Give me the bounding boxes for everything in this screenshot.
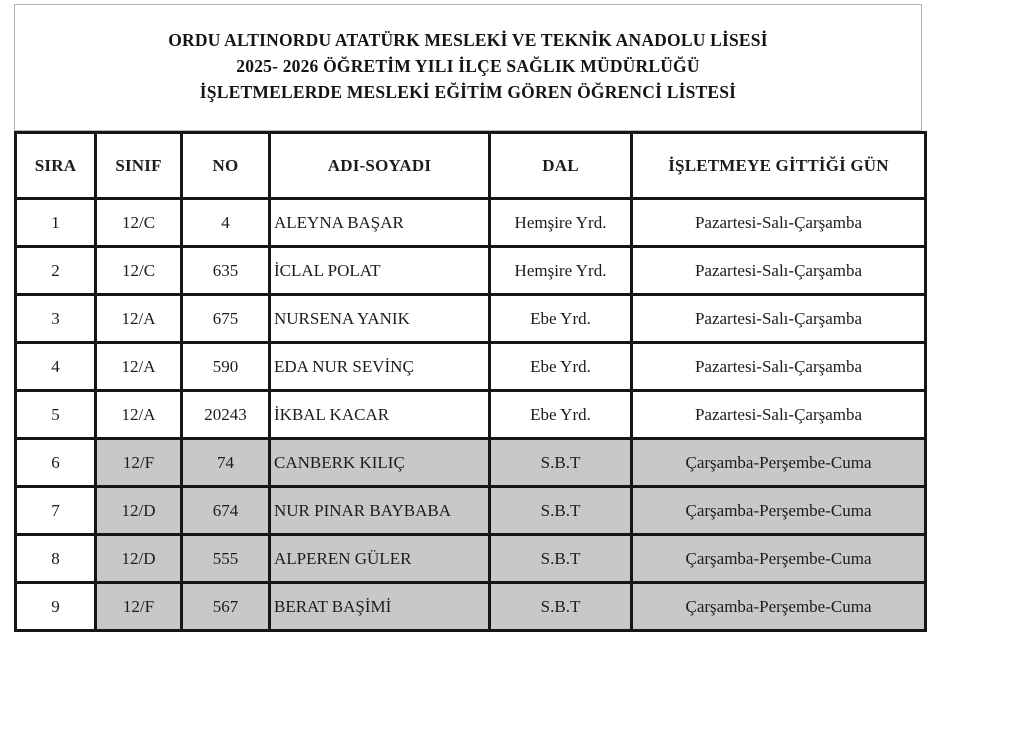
cell-days: Çarşamba-Perşembe-Cuma (630, 485, 927, 536)
cell-sinif: 12/F (94, 437, 183, 488)
table-row: 6 12/F 74 CANBERK KILIÇ S.B.T Çarşamba-Perşem… (14, 437, 927, 488)
cell-name: NURSENA YANIK (268, 293, 491, 344)
title-line-1: ORDU ALTINORDU ATATÜRK MESLEKİ VE TEKNİK… (168, 30, 768, 50)
column-header-sira: SIRA (14, 131, 97, 200)
cell-no: 635 (180, 245, 271, 296)
cell-no: 567 (180, 581, 271, 632)
cell-dal: Ebe Yrd. (488, 389, 633, 440)
title-line-3: İŞLETMELERDE MESLEKİ EĞİTİM GÖREN ÖĞRENC… (199, 82, 737, 102)
cell-dal: S.B.T (488, 485, 633, 536)
table-row: 4 12/A 590 EDA NUR SEVİNÇ Ebe Yrd. Pazartesi-… (14, 341, 927, 392)
student-table: SIRA SINIF NO ADI-SOYADI DAL İŞLETMEYE G… (14, 131, 927, 632)
table-row: 3 12/A 675 NURSENA YANIK Ebe Yrd. Pazartesi-S… (14, 293, 927, 344)
cell-days: Pazartesi-Salı-Çarşamba (630, 341, 927, 392)
cell-sinif: 12/F (94, 581, 183, 632)
cell-name: ALPEREN GÜLER (268, 533, 491, 584)
table-row: 1 12/C 4 ALEYNA BAŞAR Hemşire Yrd. Pazartesi-… (14, 197, 927, 248)
cell-name: CANBERK KILIÇ (268, 437, 491, 488)
cell-no: 20243 (180, 389, 271, 440)
cell-sinif: 12/C (94, 197, 183, 248)
cell-dal: Hemşire Yrd. (488, 197, 633, 248)
cell-name: EDA NUR SEVİNÇ (268, 341, 491, 392)
cell-sira: 1 (14, 197, 97, 248)
cell-days: Pazartesi-Salı-Çarşamba (630, 293, 927, 344)
cell-sira: 6 (14, 437, 97, 488)
cell-no: 4 (180, 197, 271, 248)
table-row: 7 12/D 674 NUR PINAR BAYBABA S.B.T Çarşamba-P… (14, 485, 927, 536)
cell-dal: S.B.T (488, 533, 633, 584)
cell-sinif: 12/C (94, 245, 183, 296)
student-table-body: 1 12/C 4 ALEYNA BAŞAR Hemşire Yrd. Pazartesi-… (14, 197, 927, 632)
title-line-2: 2025- 2026 ÖĞRETİM YILI İLÇE SAĞLIK MÜDÜ… (236, 56, 700, 76)
cell-name: İCLAL POLAT (268, 245, 491, 296)
column-header-days: İŞLETMEYE GİTTİĞİ GÜN (630, 131, 927, 200)
cell-sinif: 12/A (94, 341, 183, 392)
cell-dal: Hemşire Yrd. (488, 245, 633, 296)
cell-no: 675 (180, 293, 271, 344)
cell-name: ALEYNA BAŞAR (268, 197, 491, 248)
cell-dal: S.B.T (488, 437, 633, 488)
cell-sira: 5 (14, 389, 97, 440)
header-row: SIRA SINIF NO ADI-SOYADI DAL İŞLETMEYE G… (14, 131, 927, 200)
cell-days: Çarşamba-Perşembe-Cuma (630, 437, 927, 488)
cell-sinif: 12/D (94, 485, 183, 536)
cell-sinif: 12/A (94, 293, 183, 344)
cell-days: Pazartesi-Salı-Çarşamba (630, 245, 927, 296)
table-row: 9 12/F 567 BERAT BAŞİMİ S.B.T Çarşamba-Perşem… (14, 581, 927, 632)
cell-name: BERAT BAŞİMİ (268, 581, 491, 632)
column-header-dal: DAL (488, 131, 633, 200)
column-header-no: NO (180, 131, 271, 200)
cell-sira: 8 (14, 533, 97, 584)
cell-sira: 7 (14, 485, 97, 536)
cell-sira: 2 (14, 245, 97, 296)
cell-no: 674 (180, 485, 271, 536)
cell-dal: Ebe Yrd. (488, 341, 633, 392)
cell-no: 555 (180, 533, 271, 584)
cell-name: NUR PINAR BAYBABA (268, 485, 491, 536)
cell-no: 74 (180, 437, 271, 488)
cell-days: Çarşamba-Perşembe-Cuma (630, 581, 927, 632)
cell-sinif: 12/A (94, 389, 183, 440)
cell-no: 590 (180, 341, 271, 392)
table-row: 2 12/C 635 İCLAL POLAT Hemşire Yrd. Pazartesi… (14, 245, 927, 296)
document-title: ORDU ALTINORDU ATATÜRK MESLEKİ VE TEKNİK… (14, 4, 922, 131)
table-row: 8 12/D 555 ALPEREN GÜLER S.B.T Çarşamba-Perşe… (14, 533, 927, 584)
cell-sinif: 12/D (94, 533, 183, 584)
cell-days: Çarşamba-Perşembe-Cuma (630, 533, 927, 584)
student-table-header: SIRA SINIF NO ADI-SOYADI DAL İŞLETMEYE G… (14, 131, 927, 200)
cell-sira: 4 (14, 341, 97, 392)
cell-dal: Ebe Yrd. (488, 293, 633, 344)
cell-days: Pazartesi-Salı-Çarşamba (630, 197, 927, 248)
cell-sira: 3 (14, 293, 97, 344)
column-header-sinif: SINIF (94, 131, 183, 200)
cell-days: Pazartesi-Salı-Çarşamba (630, 389, 927, 440)
cell-dal: S.B.T (488, 581, 633, 632)
table-row: 5 12/A 20243 İKBAL KACAR Ebe Yrd. Pazartesi-S… (14, 389, 927, 440)
column-header-name: ADI-SOYADI (268, 131, 491, 200)
cell-name: İKBAL KACAR (268, 389, 491, 440)
cell-sira: 9 (14, 581, 97, 632)
